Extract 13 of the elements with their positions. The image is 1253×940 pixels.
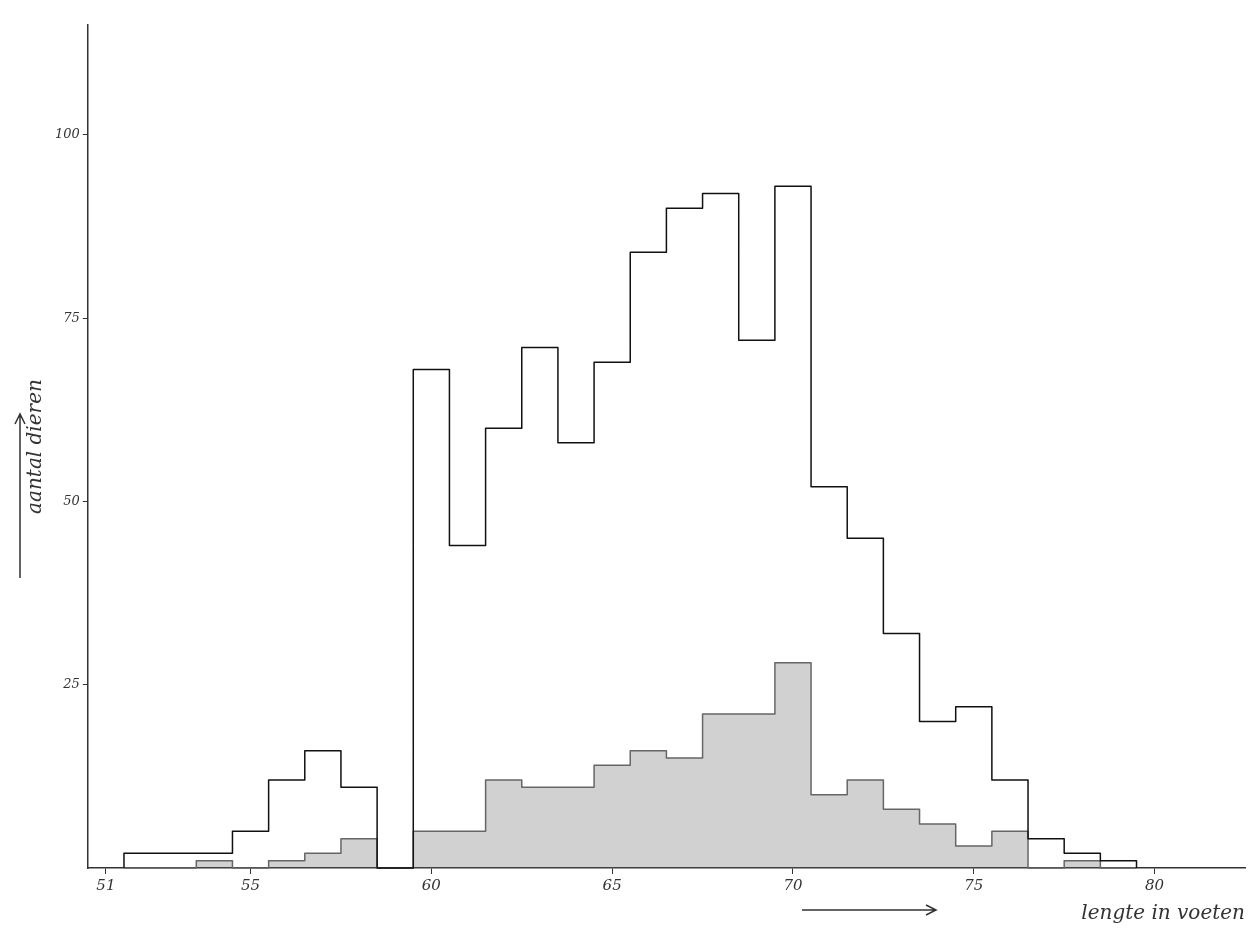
y-tick-label: 25: [62, 676, 80, 692]
x-tick-label: 55: [241, 875, 261, 894]
x-tick-label: 80: [1145, 875, 1165, 894]
x-tick-label: 51: [96, 875, 116, 894]
y-axis-title: aantal dieren: [22, 379, 47, 514]
y-tick-label: 50: [63, 492, 80, 508]
x-tick-label: 60: [421, 875, 442, 894]
x-tick-label: 70: [783, 875, 803, 894]
x-axis-title: lengte in voeten: [1081, 900, 1245, 925]
x-tick-label: 65: [602, 875, 622, 894]
x-tick-label: 75: [964, 875, 984, 894]
y-tick-label: 100: [54, 126, 80, 142]
y-tick-label: 75: [63, 309, 80, 325]
